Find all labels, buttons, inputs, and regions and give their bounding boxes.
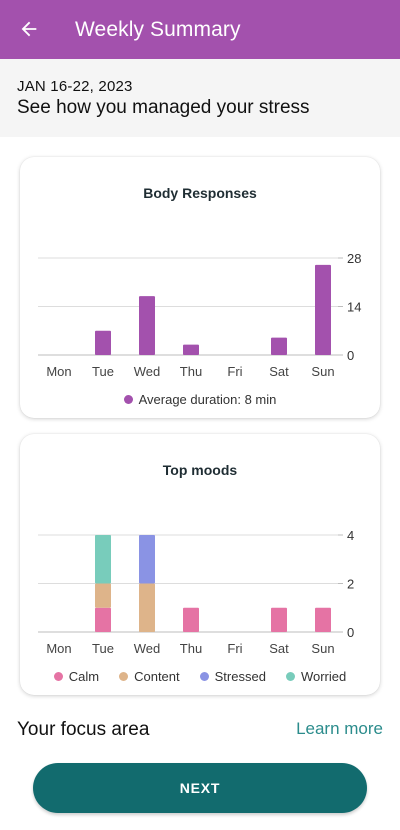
x-tick-label: Fri — [227, 364, 242, 379]
y-tick-label: 4 — [347, 528, 354, 543]
x-tick-label: Thu — [180, 364, 202, 379]
legend-label-content: Content — [134, 669, 180, 684]
x-tick-label: Mon — [46, 364, 71, 379]
top-moods-card: Top moods 4 2 0 Mon Tue Wed Thu Fri Sat Sun Calm C… — [20, 434, 380, 695]
legend-label-calm: Calm — [68, 669, 100, 684]
y-tick-label: 28 — [347, 251, 361, 266]
focus-area-title: Your focus area — [17, 719, 150, 740]
x-tick-label: Wed — [134, 364, 161, 379]
bar-sat-calm — [271, 607, 287, 632]
body-responses-chart: Body Responses 28 14 0 Mon Tue Wed Thu Fri Sat Sun — [38, 185, 361, 379]
legend-item-calm: Calm — [53, 669, 100, 684]
legend-label-stressed: Stressed — [214, 669, 266, 684]
legend-dot-stressed — [199, 672, 209, 681]
y-tick-label: 14 — [347, 300, 361, 315]
learn-more-link[interactable]: Learn more — [296, 719, 383, 738]
top-moods-chart: Top moods 4 2 0 Mon Tue Wed Thu Fri Sat Sun — [38, 462, 354, 656]
x-tick-label: Sat — [269, 364, 289, 379]
x-tick-label: Tue — [92, 641, 114, 656]
x-tick-label: Sun — [311, 641, 334, 656]
date-range: JAN 16-22, 2023 — [17, 78, 133, 95]
body-responses-card: Body Responses 28 14 0 Mon Tue Wed Thu Fri Sat Sun… — [20, 157, 380, 418]
x-tick-label: Tue — [92, 364, 114, 379]
bar-wed-content — [139, 583, 155, 632]
legend-dot-content — [119, 672, 129, 681]
bar-wed-stressed — [139, 535, 155, 584]
legend-item-stressed: Stressed — [199, 669, 266, 684]
summary-headline: See how you managed your stress — [17, 97, 310, 118]
bar-tue-worried — [95, 535, 111, 584]
y-tick-label: 0 — [347, 625, 354, 640]
legend-dot — [123, 395, 133, 404]
app-bar: Weekly Summary — [0, 0, 400, 59]
arrow-left-icon — [21, 21, 37, 37]
x-tick-label: Sat — [269, 641, 289, 656]
chart-title: Body Responses — [143, 185, 257, 201]
legend-dot-calm — [53, 672, 63, 681]
y-tick-label: 2 — [347, 577, 354, 592]
x-tick-label: Wed — [134, 641, 161, 656]
bar-sun-average-duration — [315, 264, 331, 355]
x-tick-label: Mon — [46, 641, 71, 656]
bar-tue-calm — [95, 607, 111, 632]
body-responses-legend: Average duration: 8 min — [20, 392, 380, 407]
y-tick-label: 0 — [347, 348, 354, 363]
bar-thu-calm — [183, 607, 199, 632]
bar-sun-calm — [315, 607, 331, 632]
summary-header — [0, 59, 400, 137]
bar-thu-average-duration — [183, 344, 199, 355]
bar-tue-average-duration — [95, 330, 111, 355]
chart-title: Top moods — [163, 462, 238, 478]
bar-wed-average-duration — [139, 296, 155, 355]
legend-label: Average duration: 8 min — [138, 392, 277, 407]
page-title: Weekly Summary — [75, 18, 241, 41]
bar-tue-content — [95, 583, 111, 608]
bar-sat-average-duration — [271, 337, 287, 355]
legend-item-average-duration: Average duration: 8 min — [123, 392, 277, 407]
x-tick-label: Thu — [180, 641, 202, 656]
back-button[interactable] — [14, 14, 44, 44]
legend-item-content: Content — [119, 669, 180, 684]
legend-dot-worried — [285, 672, 295, 681]
x-tick-label: Fri — [227, 641, 242, 656]
legend-item-worried: Worried — [285, 669, 347, 684]
next-button[interactable]: NEXT — [33, 763, 367, 813]
legend-label-worried: Worried — [300, 669, 347, 684]
x-tick-label: Sun — [311, 364, 334, 379]
top-moods-legend: Calm Content Stressed Worried — [20, 669, 380, 684]
